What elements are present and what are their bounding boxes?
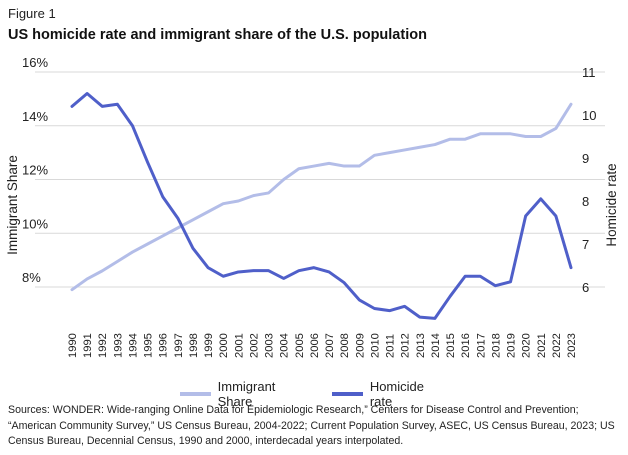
left-tick-label: 14% bbox=[22, 109, 48, 124]
x-tick-label: 2000 bbox=[218, 333, 230, 358]
legend-swatch-immigrant bbox=[180, 392, 211, 396]
series bbox=[70, 92, 573, 320]
x-tick-label: 2013 bbox=[415, 333, 427, 358]
x-tick-label: 2005 bbox=[294, 333, 306, 358]
x-tick-label: 1998 bbox=[188, 333, 200, 358]
x-tick-label: 1990 bbox=[67, 333, 79, 358]
y-axis-label-left: Immigrant Share bbox=[5, 155, 20, 255]
y-axis-label-right: Homicide rate bbox=[604, 163, 619, 246]
left-tick-label: 8% bbox=[22, 270, 41, 285]
x-tick-label: 2008 bbox=[339, 333, 351, 358]
left-axis-ticks: 8% 10% 12% 14% 16% bbox=[22, 55, 48, 285]
x-tick-label: 1995 bbox=[143, 333, 155, 358]
x-tick-label: 2012 bbox=[400, 333, 412, 358]
x-tick-label: 2010 bbox=[369, 333, 381, 358]
series-line-homicide-rate bbox=[70, 92, 573, 320]
sources-note: Sources: WONDER: Wide-ranging Online Dat… bbox=[8, 404, 615, 447]
x-tick-label: 2020 bbox=[521, 333, 533, 358]
x-tick-label: 2019 bbox=[506, 333, 518, 358]
right-tick-label: 7 bbox=[582, 237, 589, 252]
x-tick-label: 2022 bbox=[551, 333, 563, 358]
x-tick-label: 1996 bbox=[158, 333, 170, 358]
right-tick-label: 8 bbox=[582, 194, 589, 209]
x-tick-label: 2016 bbox=[460, 333, 472, 358]
series-line-immigrant-share bbox=[70, 102, 573, 292]
x-tick-label: 2009 bbox=[354, 333, 366, 358]
gridlines bbox=[35, 71, 605, 288]
x-tick-label: 2023 bbox=[566, 333, 578, 358]
right-tick-label: 10 bbox=[582, 108, 596, 123]
x-tick-label: 1997 bbox=[173, 333, 185, 358]
x-tick-label: 2004 bbox=[279, 333, 291, 358]
legend-item-immigrant: Immigrant Share bbox=[180, 379, 304, 409]
x-tick-label: 1992 bbox=[97, 333, 109, 358]
x-axis-ticks: 1990 1991 1992 1993 1994 1995 1996 1997 1998 1999… bbox=[67, 333, 578, 358]
right-axis-ticks: 6 7 8 9 10 11 bbox=[582, 65, 596, 295]
x-tick-label: 2011 bbox=[385, 334, 397, 358]
x-tick-label: 1993 bbox=[112, 333, 124, 358]
x-tick-label: 2015 bbox=[445, 333, 457, 358]
right-tick-label: 9 bbox=[582, 151, 589, 166]
x-tick-label: 2017 bbox=[475, 333, 487, 358]
x-tick-label: 1991 bbox=[82, 333, 94, 358]
figure-label: Figure 1 bbox=[8, 6, 56, 21]
legend-swatch-homicide bbox=[332, 392, 363, 396]
x-tick-label: 2014 bbox=[430, 333, 442, 358]
x-tick-label: 1999 bbox=[203, 333, 215, 358]
left-tick-label: 10% bbox=[22, 216, 48, 231]
left-tick-label: 12% bbox=[22, 163, 48, 178]
right-tick-label: 6 bbox=[582, 280, 589, 295]
chart: 8% 10% 12% 14% 16% 6 7 8 9 10 11 1990 1991 1992 1993… bbox=[5, 55, 619, 358]
x-tick-label: 2001 bbox=[233, 333, 245, 358]
left-tick-label: 16% bbox=[22, 55, 48, 70]
legend-item-homicide: Homicide rate bbox=[332, 379, 442, 409]
x-tick-label: 2006 bbox=[309, 333, 321, 358]
legend-label-homicide: Homicide rate bbox=[369, 379, 424, 409]
x-tick-label: 2003 bbox=[264, 333, 276, 358]
x-tick-label: 2021 bbox=[536, 333, 548, 358]
x-tick-label: 1994 bbox=[127, 333, 139, 358]
right-tick-label: 11 bbox=[582, 65, 596, 80]
x-tick-label: 2018 bbox=[490, 333, 502, 358]
x-tick-label: 2007 bbox=[324, 333, 336, 358]
legend: Immigrant Share Homicide rate bbox=[180, 379, 470, 409]
x-tick-label: 2002 bbox=[248, 333, 260, 358]
chart-title: US homicide rate and immigrant share of … bbox=[8, 27, 427, 43]
legend-label-immigrant: Immigrant Share bbox=[217, 379, 276, 409]
